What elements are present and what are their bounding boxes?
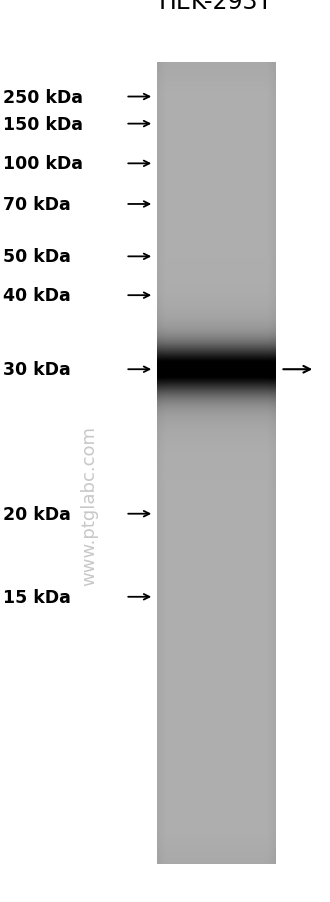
- Text: www.ptglabc.com: www.ptglabc.com: [80, 425, 98, 585]
- Text: 15 kDa: 15 kDa: [3, 588, 71, 606]
- Text: 30 kDa: 30 kDa: [3, 361, 71, 379]
- Text: 70 kDa: 70 kDa: [3, 196, 71, 214]
- Text: 40 kDa: 40 kDa: [3, 287, 71, 305]
- Text: 100 kDa: 100 kDa: [3, 155, 83, 173]
- Text: 150 kDa: 150 kDa: [3, 115, 83, 133]
- Text: HEK-293T: HEK-293T: [159, 0, 273, 14]
- Text: 20 kDa: 20 kDa: [3, 505, 71, 523]
- Text: 50 kDa: 50 kDa: [3, 248, 71, 266]
- Text: 250 kDa: 250 kDa: [3, 88, 83, 106]
